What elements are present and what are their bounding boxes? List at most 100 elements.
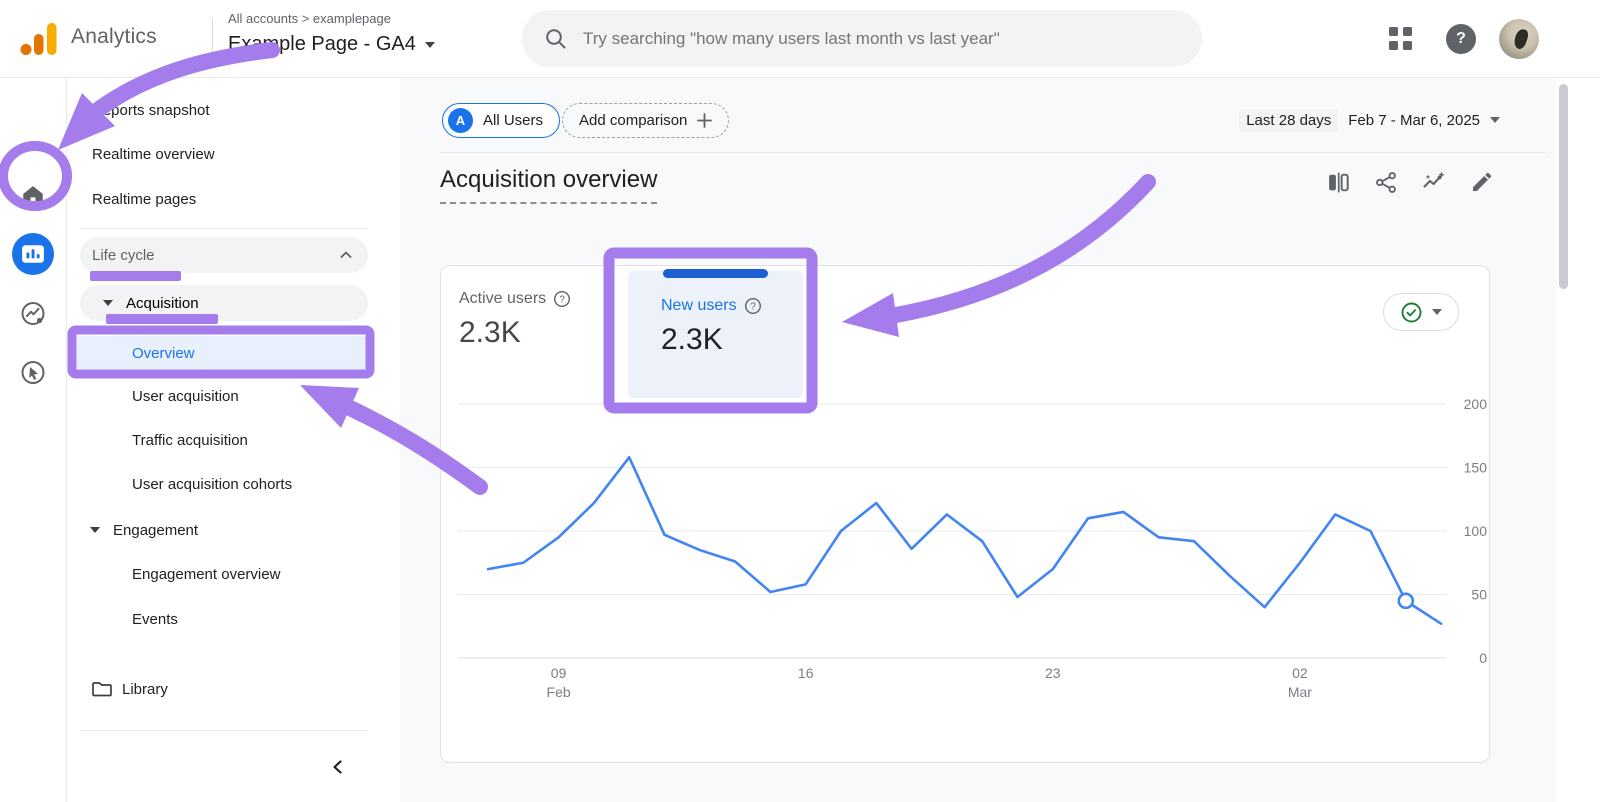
nav-item-overview-selected[interactable]: Overview xyxy=(77,336,366,370)
home-icon[interactable] xyxy=(20,182,46,208)
metric-tab-active-users[interactable]: Active users ? 2.3K xyxy=(459,290,571,350)
folder-icon xyxy=(92,682,112,697)
nav-item-traffic-acquisition[interactable]: Traffic acquisition xyxy=(132,429,248,451)
apps-grid-icon[interactable] xyxy=(1389,27,1413,51)
help-glyph: ? xyxy=(1456,30,1466,47)
nav-label: Overview xyxy=(132,344,195,362)
property-selector[interactable]: Example Page - GA4 xyxy=(228,33,435,56)
svg-text:Mar: Mar xyxy=(1288,684,1312,700)
compare-reports-icon[interactable] xyxy=(1324,168,1352,196)
nav-item-acquisition[interactable]: Acquisition xyxy=(80,285,368,321)
nav-item-engagement-overview[interactable]: Engagement overview xyxy=(132,563,280,585)
metric-tab-new-users[interactable]: New users ? 2.3K xyxy=(661,297,762,357)
date-range-value: Feb 7 - Mar 6, 2025 xyxy=(1348,111,1480,129)
report-actions xyxy=(1324,168,1496,196)
nav-label: Engagement overview xyxy=(132,565,281,583)
search-input[interactable] xyxy=(583,28,1180,49)
nav-label: Realtime overview xyxy=(92,145,215,163)
help-icon[interactable]: ? xyxy=(1446,24,1476,54)
nav-item-realtime-pages[interactable]: Realtime pages xyxy=(92,188,196,210)
insights-icon[interactable] xyxy=(1420,168,1448,196)
product-name: Analytics xyxy=(71,25,157,48)
svg-text:Feb: Feb xyxy=(547,684,571,700)
chevron-left-icon xyxy=(333,760,342,774)
nav-label: User acquisition xyxy=(132,387,239,405)
chevron-down-icon xyxy=(1432,309,1442,315)
explore-icon[interactable] xyxy=(20,300,47,327)
selected-tab-indicator xyxy=(663,269,768,278)
nav-section-label: Life cycle xyxy=(92,246,155,264)
metric-value: 2.3K xyxy=(459,316,521,349)
help-circle-icon[interactable]: ? xyxy=(744,297,762,315)
chevron-up-icon xyxy=(340,251,352,258)
reports-icon[interactable] xyxy=(12,233,54,275)
segment-label: All Users xyxy=(483,112,544,129)
nav-label: Traffic acquisition xyxy=(132,431,248,449)
nav-section-life-cycle[interactable]: Life cycle xyxy=(80,237,368,273)
nav-label: Library xyxy=(122,680,168,698)
segment-chip-all-users[interactable]: A All Users xyxy=(442,103,561,138)
svg-text:0: 0 xyxy=(1479,650,1487,666)
nav-label: User acquisition cohorts xyxy=(132,475,293,493)
main-content: A All Users Add comparison Last 28 days … xyxy=(400,78,1556,802)
svg-text:16: 16 xyxy=(798,665,814,681)
svg-text:02: 02 xyxy=(1292,665,1308,681)
edit-icon[interactable] xyxy=(1468,168,1496,196)
avatar[interactable] xyxy=(1499,19,1539,59)
nav-divider xyxy=(80,228,368,229)
svg-text:23: 23 xyxy=(1045,665,1061,681)
nav-label: Events xyxy=(132,610,178,628)
help-circle-icon[interactable]: ? xyxy=(553,290,571,308)
date-range-picker[interactable]: Last 28 days Feb 7 - Mar 6, 2025 xyxy=(1190,103,1500,137)
nav-item-reports-snapshot[interactable]: Reports snapshot xyxy=(92,99,210,121)
data-quality-dropdown[interactable] xyxy=(1383,293,1459,331)
nav-item-events[interactable]: Events xyxy=(132,608,178,630)
scrollbar[interactable] xyxy=(1559,84,1568,289)
segment-initial: A xyxy=(455,113,466,128)
toolbar-divider xyxy=(440,152,1546,153)
segment-avatar: A xyxy=(448,108,473,133)
nav-label: Acquisition xyxy=(126,294,199,312)
plus-icon xyxy=(697,113,713,128)
acquisition-overview-card: Active users ? 2.3K New users ? xyxy=(440,265,1490,763)
nav-rail xyxy=(0,78,67,802)
nav-item-user-acquisition-cohorts[interactable]: User acquisition cohorts xyxy=(132,473,292,495)
search-bar[interactable] xyxy=(522,10,1202,67)
nav-item-engagement[interactable]: Engagement xyxy=(90,519,198,541)
metric-label: Active users xyxy=(459,290,547,307)
svg-text:?: ? xyxy=(750,302,756,313)
svg-text:50: 50 xyxy=(1471,587,1487,603)
nav-label: Engagement xyxy=(113,521,199,539)
metric-value: 2.3K xyxy=(661,323,723,356)
nav-item-library[interactable]: Library xyxy=(91,678,168,700)
app-header: Analytics All accounts > examplepage Exa… xyxy=(0,0,1600,78)
svg-text:150: 150 xyxy=(1464,460,1488,476)
analytics-logo-icon xyxy=(20,23,57,55)
header-divider xyxy=(212,18,213,60)
nav-label: Realtime pages xyxy=(92,190,197,208)
svg-text:200: 200 xyxy=(1464,396,1488,412)
add-comparison-label: Add comparison xyxy=(579,112,688,129)
collapse-nav-button[interactable] xyxy=(325,754,351,780)
svg-text:09: 09 xyxy=(551,665,567,681)
property-selector-label: Example Page - GA4 xyxy=(228,33,416,55)
search-icon xyxy=(546,28,566,48)
expand-arrow-icon xyxy=(90,527,100,533)
chevron-down-icon xyxy=(1490,117,1500,123)
date-preset-badge: Last 28 days xyxy=(1239,108,1339,132)
advertising-icon[interactable] xyxy=(20,359,47,386)
expand-arrow-icon xyxy=(103,300,113,306)
svg-text:100: 100 xyxy=(1464,523,1488,539)
new-users-chart: 0 50 100 150 200 09 Feb 16 23 02 Mar xyxy=(458,396,1488,700)
chevron-down-icon xyxy=(424,41,435,48)
check-circle-icon xyxy=(1401,302,1422,322)
add-comparison-button[interactable]: Add comparison xyxy=(562,103,730,138)
svg-text:?: ? xyxy=(559,295,565,306)
nav-item-user-acquisition[interactable]: User acquisition xyxy=(132,385,239,407)
page-title: Acquisition overview xyxy=(440,166,658,204)
share-icon[interactable] xyxy=(1372,168,1400,196)
nav-item-realtime-overview[interactable]: Realtime overview xyxy=(92,143,215,165)
breadcrumb: All accounts > examplepage xyxy=(228,11,391,26)
report-nav: Reports snapshot Realtime overview Realt… xyxy=(67,78,400,802)
